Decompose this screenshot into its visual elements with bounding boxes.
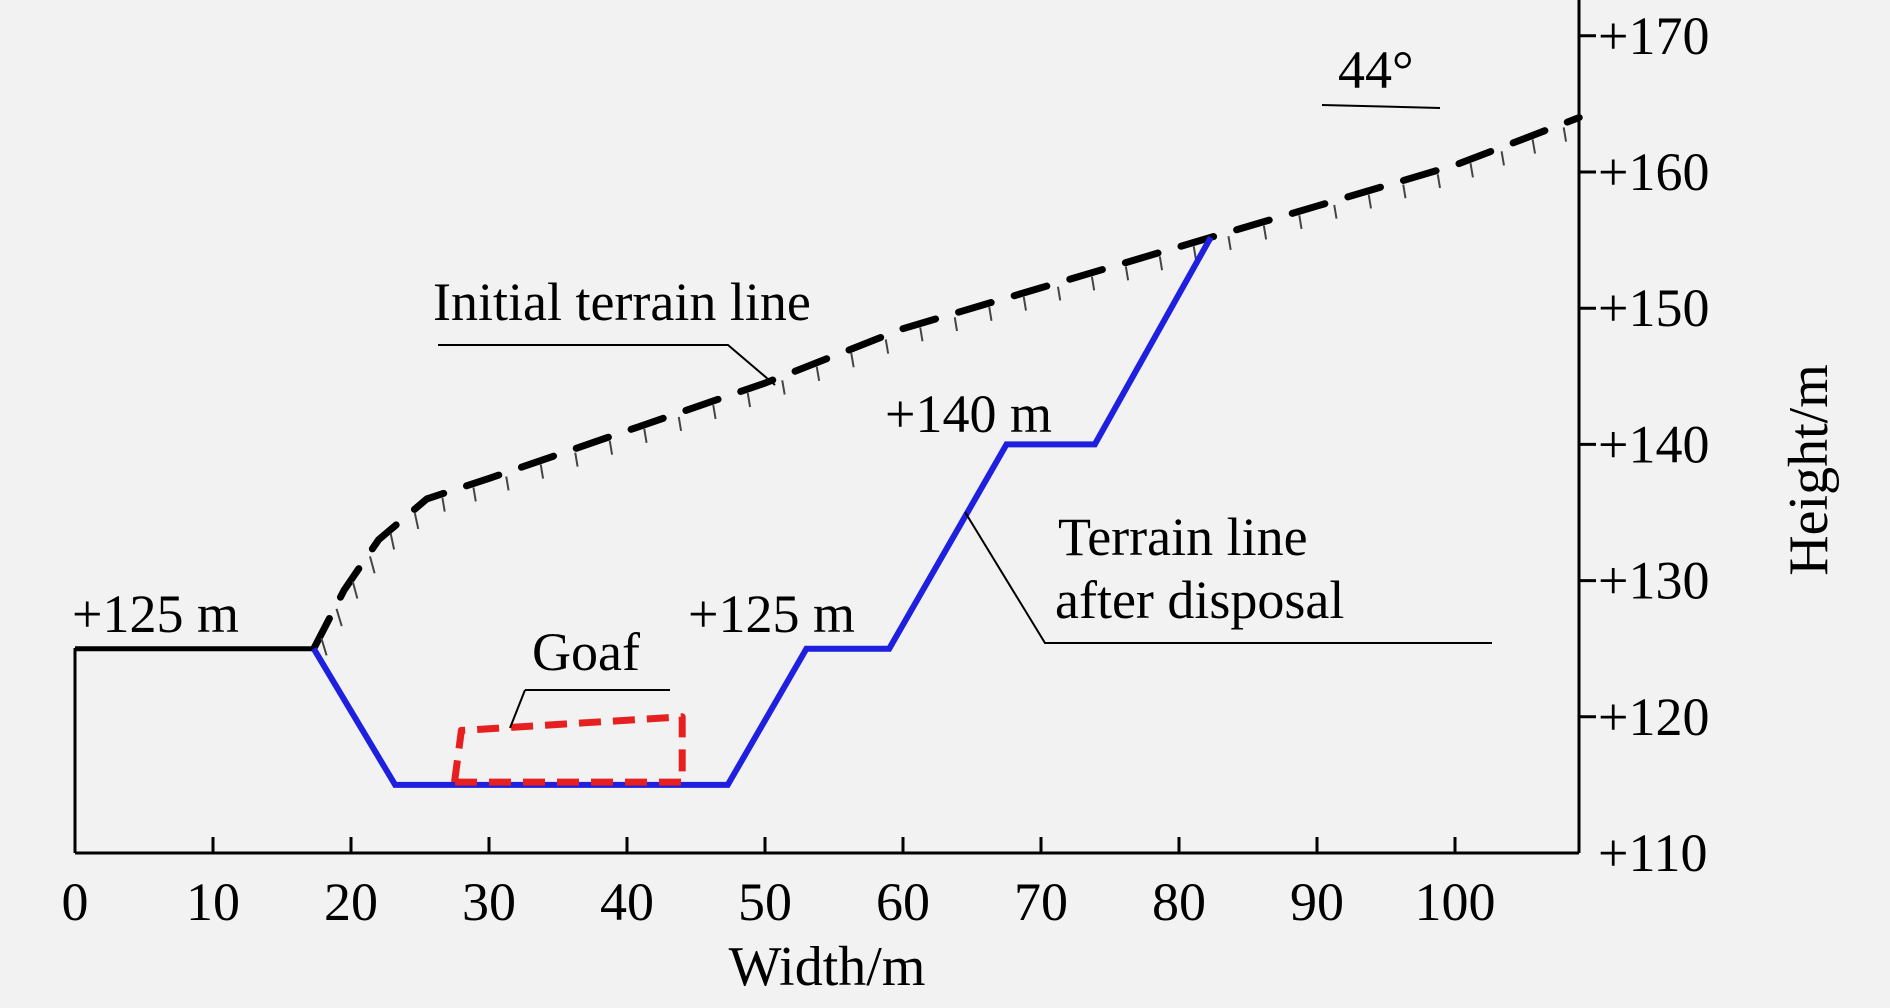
annotation-after-disposal: after disposal [1055, 570, 1344, 630]
terrain-hatch-mark [850, 352, 855, 368]
y-tick-label: +130 [1598, 551, 1709, 611]
y-tick-label: +160 [1598, 142, 1709, 202]
terrain-hatch-mark [781, 380, 786, 395]
after-disposal-leader-line [964, 511, 1492, 644]
terrain-hatch-mark [1227, 235, 1232, 251]
terrain-hatch-mark [712, 404, 717, 420]
series-terrain-after-disposal [311, 235, 1214, 788]
x-tick-label: 40 [600, 872, 654, 932]
terrain-hatch-mark [815, 366, 821, 382]
terrain-hatch-mark [413, 512, 420, 530]
terrain-hatch-mark [1469, 163, 1474, 178]
series-goaf [451, 713, 686, 786]
terrain-hatch-mark [1192, 246, 1198, 261]
terrain-hatch-mark [335, 608, 343, 627]
x-tick-label: 20 [324, 872, 378, 932]
terrain-hatch-mark [1056, 286, 1062, 301]
x-tick-label: 80 [1152, 872, 1206, 932]
annotations: +125 m Goaf +125 m +140 m Initial terrai… [72, 40, 1492, 729]
y-tick-label: +140 [1598, 414, 1709, 474]
terrain-hatch-mark [1562, 127, 1568, 142]
x-tick-label: 30 [462, 872, 516, 932]
x-tick-label: 60 [876, 872, 930, 932]
terrain-hatch-mark [1333, 204, 1338, 219]
series-initial-terrain-line [75, 114, 1583, 656]
x-tick-label: 100 [1415, 872, 1496, 932]
annotation-140m: +140 m [885, 384, 1052, 444]
terrain-hatch-mark [1022, 296, 1027, 311]
goaf-leader-line-2 [509, 689, 526, 729]
annotation-goaf: Goaf [532, 622, 640, 682]
terrain-hatch-mark [320, 637, 328, 656]
after-disposal-line [311, 235, 1214, 788]
terrain-hatch-mark [1367, 194, 1372, 209]
terrain-hatch-mark [608, 440, 614, 455]
terrain-hatch-mark [1262, 225, 1268, 240]
terrain-hatch-mark [389, 533, 396, 550]
x-ticks: 0 10 20 30 40 50 60 70 80 90 100 [62, 837, 1496, 932]
annotation-125m-left: +125 m [72, 584, 239, 644]
terrain-hatch-mark [919, 327, 924, 342]
x-axis-title: Width/m [729, 936, 926, 998]
y-tick-label: +110 [1598, 823, 1707, 883]
goaf-outline [451, 713, 686, 786]
y-tick-label: +120 [1598, 687, 1709, 747]
x-tick-label: 90 [1290, 872, 1344, 932]
x-tick-label: 70 [1014, 872, 1068, 932]
y-tick-label: +170 [1598, 6, 1709, 66]
initial-terrain-dashed-line [310, 114, 1583, 653]
terrain-hatch-mark [1436, 174, 1441, 189]
terrain-hatch-mark [1298, 215, 1303, 230]
terrain-hatch-mark [1500, 151, 1505, 166]
x-tick-label: 50 [738, 872, 792, 932]
terrain-hatch-mark [1090, 276, 1096, 291]
annotation-44-degree: 44° [1338, 40, 1414, 100]
x-tick-label: 10 [186, 872, 240, 932]
terrain-hatch-mark [643, 428, 648, 443]
annotation-initial-terrain-line: Initial terrain line [433, 272, 811, 332]
terrain-hatch-mark [472, 487, 477, 502]
terrain-hatch-mark [884, 339, 890, 354]
y-ticks: +110 +120 +130 +140 +150 +160 +170 [1579, 6, 1709, 883]
terrain-hatch-mark [746, 392, 752, 408]
terrain-hatch-mark [441, 497, 446, 512]
axes [73, 0, 1581, 855]
y-axis-title: Height/m [1778, 364, 1840, 576]
y-tick-label: +150 [1598, 278, 1709, 338]
terrain-hatch-mark [953, 317, 958, 332]
terrain-hatch-mark [574, 452, 579, 467]
terrain-hatch-mark [1531, 139, 1537, 154]
x-tick-label: 0 [62, 872, 89, 932]
annotation-125m-mid: +125 m [688, 584, 855, 644]
terrain-hatch-mark [369, 556, 376, 574]
terrain-hatch-mark [539, 464, 545, 479]
angle-indicator-line [1321, 104, 1441, 109]
terrain-hatch-mark [351, 581, 359, 599]
terrain-hatch-mark [677, 416, 683, 432]
terrain-hatch-mark [1124, 266, 1130, 281]
terrain-hatch-mark [988, 306, 993, 321]
annotation-terrain-line: Terrain line [1058, 507, 1308, 567]
terrain-hatch-mark [1402, 184, 1407, 199]
terrain-hatch-mark [1158, 256, 1164, 271]
initial-terrain-leader-line [438, 344, 776, 386]
terrain-hatch-mark [505, 476, 510, 491]
